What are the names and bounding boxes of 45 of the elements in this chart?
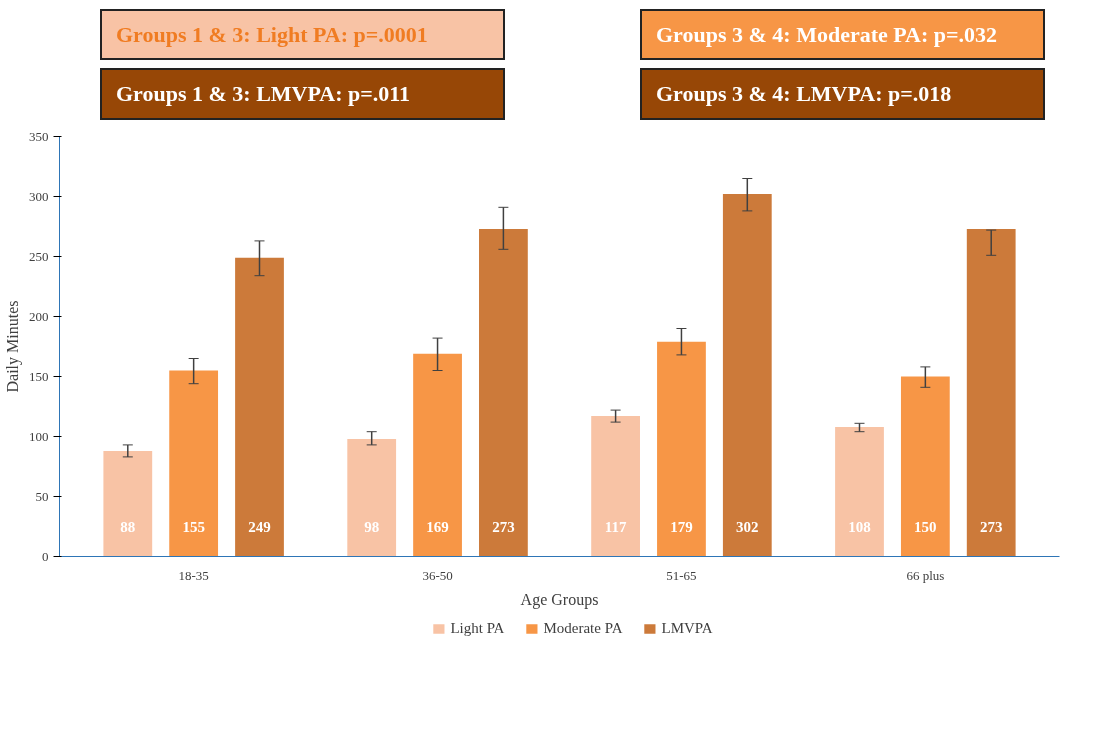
- y-tick-label: 300: [29, 188, 49, 204]
- x-tick-label: 66 plus: [906, 567, 945, 583]
- bar: [169, 370, 219, 557]
- annotation: Groups 1 & 3: LMVPA: p=.011: [100, 68, 505, 120]
- x-tick-label: 18-35: [178, 567, 209, 583]
- annotation: Groups 3 & 4: Moderate PA: p=.032: [640, 9, 1045, 61]
- bar: [235, 257, 284, 557]
- bar: [657, 341, 706, 557]
- bar: [479, 228, 528, 557]
- data-label: 98: [364, 518, 380, 535]
- y-tick-label: 350: [29, 128, 49, 144]
- legend-label: LMVPA: [661, 619, 713, 637]
- legend-label: Light PA: [450, 619, 505, 637]
- bar: [413, 353, 462, 557]
- y-tick-label: 200: [29, 308, 49, 324]
- x-axis-title: Age Groups: [520, 590, 599, 609]
- data-label: 108: [848, 518, 871, 535]
- y-tick-label: 150: [29, 368, 49, 384]
- bar: [347, 438, 397, 557]
- bar: [722, 194, 772, 557]
- data-label: 302: [736, 518, 759, 535]
- annotation: Groups 1 & 3: Light PA: p=.0001: [100, 9, 505, 61]
- data-label: 88: [120, 518, 136, 535]
- data-label: 273: [979, 518, 1003, 535]
- data-label: 273: [492, 518, 515, 535]
- legend-label: Moderate PA: [543, 619, 623, 637]
- annotation: Groups 3 & 4: LMVPA: p=.018: [640, 68, 1045, 120]
- bar: [103, 450, 153, 557]
- y-tick-label: 100: [29, 428, 49, 444]
- x-tick-label: 36-50: [422, 567, 453, 583]
- y-tick-label: 250: [29, 248, 49, 264]
- data-label: 150: [914, 518, 937, 535]
- x-tick-label: 51-65: [666, 567, 697, 583]
- data-label: 249: [248, 518, 271, 535]
- bar: [966, 228, 1016, 557]
- data-label: 117: [604, 518, 627, 535]
- bar: [835, 426, 884, 557]
- y-tick-label: 50: [35, 488, 49, 504]
- data-label: 155: [182, 518, 205, 535]
- bar: [900, 376, 950, 557]
- bar: [591, 416, 640, 557]
- data-label: 169: [426, 518, 449, 535]
- y-axis-title: Daily Minutes: [4, 300, 22, 393]
- y-tick-label: 0: [42, 548, 49, 564]
- data-label: 179: [670, 518, 693, 535]
